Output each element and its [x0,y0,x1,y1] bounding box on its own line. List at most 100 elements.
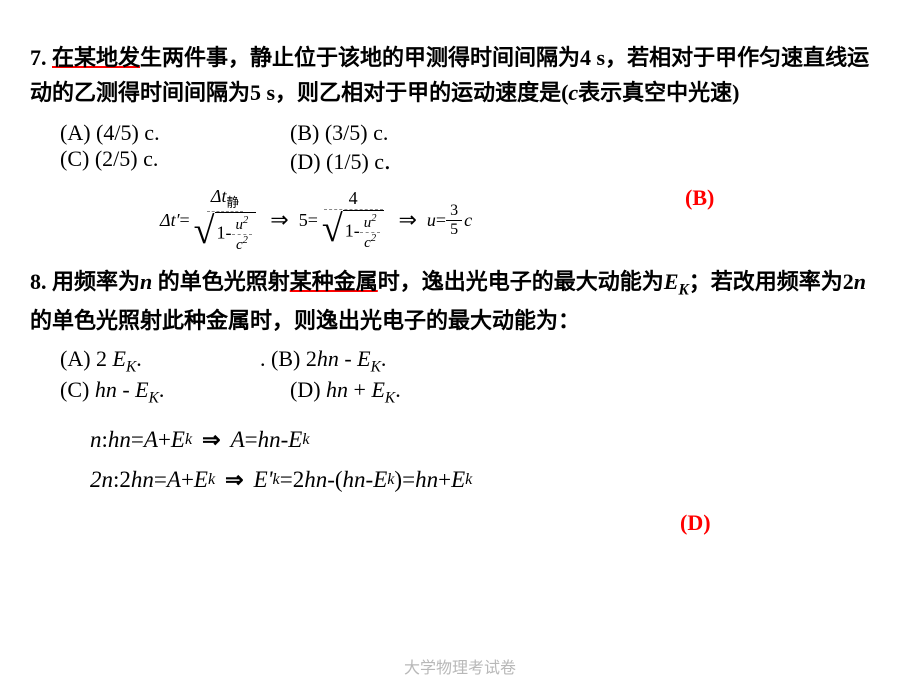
q8-sol2: 2n : 2hn = A + Ek ⇒ E'k = 2hn - (hn - Ek… [90,467,890,493]
s2-eq2: = [280,467,293,493]
s1-n: n [90,427,102,453]
s2-eq3: = [402,467,415,493]
q8b-dot: . [381,346,387,371]
one-minus1: 1- [217,223,232,243]
s2-hn3: hn [343,467,366,493]
q8-K: K [679,281,689,298]
q8-p5: 的单色光照射此种金属时，则逸出光电子的最大动能为： [30,308,580,333]
q7-options-row2: (C) (2/5) c. (D) (1/5) c. [60,146,890,176]
q8c-dot: . [159,377,165,402]
sqrt1: √ 1- u2 c2 [194,212,257,254]
q8d-K: K [385,389,395,406]
q8d-dot: . [395,377,401,402]
four-num: 4 [324,188,383,210]
s1-arrow: ⇒ [202,427,220,453]
s2-eq: = [154,467,167,493]
s2-arrow: ⇒ [225,467,243,493]
s1-E: E [171,427,185,453]
frac1-num: Δt静 [207,186,243,212]
s2-k3: k [387,471,394,489]
q8-opt-b: . (B) 2hn - EK. [260,346,386,376]
s1-plus: + [158,427,171,453]
s2-plus2: + [438,467,451,493]
s2-minus: - [327,467,335,493]
s1-A: A [144,427,158,453]
dt-prime: Δt′ [160,210,180,231]
q8-opt-c: (C) hn - EK. [60,377,290,407]
q8a-E: E [113,346,126,371]
q7-opt-c: (C) (2/5) c. [60,146,290,176]
eq2: = [308,210,318,231]
s2-kp: k [273,471,280,489]
sqrt1-sym: √ [194,212,215,250]
q7-underline: 在某地发 [52,45,140,70]
frac2-den: √ 1- u2 c2 [318,210,389,252]
q8a-pre: (A) 2 [60,346,113,371]
u-final: u [427,210,436,231]
c-var1: c [236,237,243,253]
s2-k: k [208,471,215,489]
s2-two2: 2 [293,467,305,493]
s1-hn: hn [108,427,131,453]
c-sq1: 2 [243,235,248,246]
u-var1: u [236,217,244,233]
s2-hn4: hn [415,467,438,493]
five-den: 5 [446,221,462,239]
q8b-hn: hn [317,346,339,371]
c2-den2: c2 [360,233,380,252]
inner-frac1: u2 c2 [232,215,253,254]
q7-opt-a: (A) (4/5) c. [60,120,290,146]
q8-sol1: n : hn = A + Ek ⇒ A = hn - Ek [90,427,890,453]
s1-k2: k [302,431,309,449]
c-final: c [464,210,472,231]
s2-hn: hn [131,467,154,493]
sqrt1-body: 1- u2 c2 [215,212,257,254]
sqrt2-sym: √ [322,210,343,248]
q8-p1: 8. 用频率为 [30,269,140,294]
sqrt2: √ 1- u2 c2 [322,210,385,252]
s1-eq: = [131,427,144,453]
s2-k4: k [465,471,472,489]
q8d-E: E [371,377,384,402]
q7-formula: Δt′ = Δt静 √ 1- u2 c2 ⇒ 5 = 4 [160,186,890,254]
s1-hn2: hn [258,427,281,453]
u-sq2: 2 [371,213,376,224]
q8a-K: K [126,359,136,376]
q8-options-row2: (C) hn - EK. (D) hn + EK. [60,377,890,407]
s2-lp: ( [335,467,343,493]
q8-p2: 的单色光照射 [158,269,290,294]
footer: 大学物理考试卷 [0,654,920,678]
q8-opt-d: (D) hn + EK. [290,377,401,407]
u2-num: u2 [232,215,253,235]
s2-E4: E [451,467,465,493]
q8b-mid: . (B) 2 [260,346,317,371]
q8b-minus: - [339,346,357,371]
frac1-den: √ 1- u2 c2 [190,212,261,254]
s1-eq2: = [245,427,258,453]
s2-two: 2 [119,467,131,493]
q8-n2: n [854,269,866,294]
q8-p4: ；若改用频率为2 [689,269,854,294]
c-var2: c [364,235,371,251]
s2-2n-num: 2n [90,467,113,493]
q8c-mid: - [117,377,135,402]
eq3: = [436,210,446,231]
q8c-K: K [149,389,159,406]
s1-E2: E [288,427,302,453]
s1-k: k [185,431,192,449]
q8-underline: 某种金属 [290,269,378,294]
c2-den: c2 [232,235,252,254]
sqrt2-body: 1- u2 c2 [343,210,385,252]
q8c-pre: (C) [60,377,95,402]
question-8: 8. 用频率为n 的单色光照射某种金属时，逸出光电子的最大动能为EK；若改用频率… [30,264,890,493]
q7-text: 7. 在某地发生两件事，静止位于该地的甲测得时间间隔为4 s，若相对于甲作匀速直… [30,40,890,110]
q8c-E: E [135,377,148,402]
q8-opt-a: (A) 2 EK. [60,346,260,376]
q8d-pre: (D) [290,377,326,402]
s2-E: E [194,467,208,493]
s2-A: A [167,467,181,493]
s2-hn2: hn [304,467,327,493]
q8b-K: K [371,359,381,376]
q8-text: 8. 用频率为n 的单色光照射某种金属时，逸出光电子的最大动能为EK；若改用频率… [30,264,890,338]
s2-rp: ) [394,467,402,493]
